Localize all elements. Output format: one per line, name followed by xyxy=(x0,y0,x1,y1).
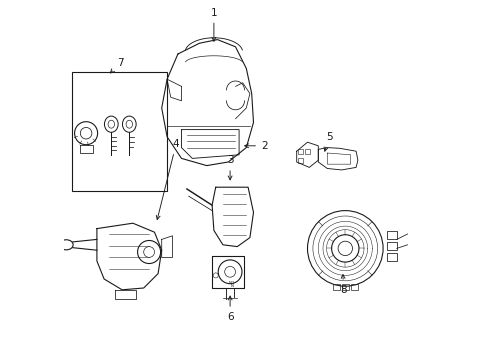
Text: 5: 5 xyxy=(324,132,332,151)
Bar xyxy=(386,231,396,239)
Bar xyxy=(297,149,302,154)
Text: 6: 6 xyxy=(226,296,233,322)
Bar xyxy=(350,284,357,290)
Bar xyxy=(386,253,396,261)
Text: 8: 8 xyxy=(340,275,346,295)
Bar xyxy=(72,72,167,191)
Text: 4: 4 xyxy=(156,139,179,220)
Text: 1: 1 xyxy=(210,8,217,41)
Text: 7: 7 xyxy=(110,58,123,73)
Text: 2: 2 xyxy=(244,141,267,151)
Text: N: N xyxy=(230,284,233,288)
Text: NO: NO xyxy=(228,280,235,285)
Bar xyxy=(341,284,348,290)
Bar xyxy=(305,149,309,154)
Bar xyxy=(297,158,302,163)
Text: 3: 3 xyxy=(226,155,233,180)
Bar xyxy=(386,242,396,250)
Bar xyxy=(332,284,339,290)
